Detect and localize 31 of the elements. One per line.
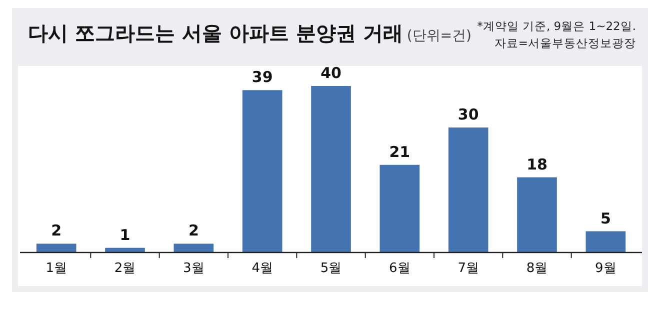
x-tick-label: 8월	[526, 261, 548, 276]
text: *계약일 기준, 9월은 1~22일.	[477, 19, 636, 33]
bar	[380, 164, 420, 252]
bar	[242, 90, 282, 252]
x-tick-label: 4월	[252, 261, 273, 276]
chart-subtitle: (단위=건)	[406, 28, 472, 44]
bar	[517, 177, 557, 252]
data-label: 1	[120, 226, 130, 244]
bar	[36, 244, 76, 252]
bar	[311, 86, 351, 252]
bar	[448, 128, 488, 252]
bar	[105, 248, 145, 252]
data-label: 2	[51, 222, 62, 240]
x-tick-label: 9월	[595, 261, 616, 276]
data-label: 18	[526, 155, 548, 174]
data-label: 30	[458, 106, 479, 124]
data-label: 39	[252, 68, 273, 86]
chart-title: 다시 쪼그라드는 서울 아파트 분양권 거래	[28, 21, 403, 45]
data-label: 2	[188, 222, 199, 240]
text: 자료=서울부동산정보광장	[494, 36, 636, 50]
x-tick-label: 3월	[183, 261, 204, 276]
bar	[586, 231, 626, 252]
data-label: 21	[389, 142, 410, 161]
x-tick-label: 5월	[320, 261, 342, 276]
x-tick-label: 2월	[114, 261, 136, 276]
data-label: 40	[320, 64, 342, 82]
x-tick-label: 7월	[458, 261, 479, 276]
x-tick-label: 6월	[389, 261, 410, 276]
data-label: 5	[600, 209, 611, 228]
x-tick-label: 1월	[46, 261, 67, 276]
bar	[174, 244, 214, 252]
